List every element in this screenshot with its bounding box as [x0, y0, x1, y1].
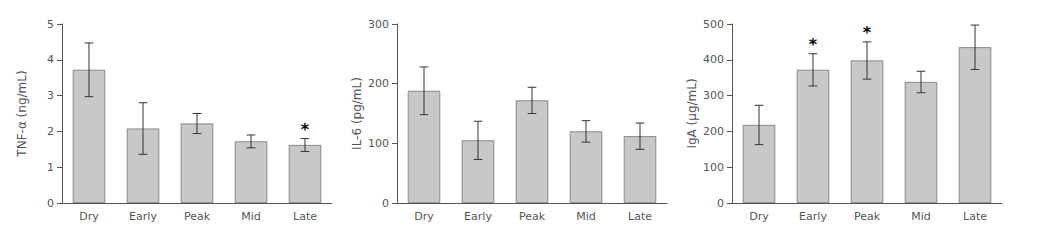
svg-text:Dry: Dry	[79, 210, 99, 223]
svg-text:Peak: Peak	[184, 210, 211, 223]
svg-text:300: 300	[703, 89, 724, 102]
svg-text:Peak: Peak	[519, 210, 546, 223]
svg-text:Mid: Mid	[576, 210, 596, 223]
svg-text:Dry: Dry	[749, 210, 769, 223]
svg-text:Mid: Mid	[241, 210, 261, 223]
svg-text:IgA (μg/mL): IgA (μg/mL)	[685, 78, 699, 148]
svg-text:Dry: Dry	[414, 210, 434, 223]
svg-text:200: 200	[703, 125, 724, 138]
svg-text:2: 2	[47, 125, 54, 138]
svg-text:0: 0	[717, 197, 724, 210]
svg-text:5: 5	[47, 18, 54, 31]
svg-text:*: *	[863, 23, 872, 42]
svg-text:3: 3	[47, 89, 54, 102]
svg-text:IL-6 (pg/mL): IL-6 (pg/mL)	[350, 77, 364, 150]
svg-text:300: 300	[368, 18, 389, 31]
svg-text:Late: Late	[293, 210, 317, 223]
svg-text:*: *	[301, 120, 310, 139]
svg-text:TNF-α (ng/mL): TNF-α (ng/mL)	[15, 70, 29, 157]
svg-text:200: 200	[368, 77, 389, 90]
svg-text:Early: Early	[464, 210, 492, 223]
svg-text:Late: Late	[963, 210, 987, 223]
svg-text:100: 100	[703, 161, 724, 174]
svg-text:Late: Late	[628, 210, 652, 223]
svg-text:Peak: Peak	[854, 210, 881, 223]
svg-text:4: 4	[47, 53, 54, 66]
svg-text:500: 500	[703, 18, 724, 31]
svg-text:*: *	[809, 35, 818, 54]
svg-text:Mid: Mid	[911, 210, 931, 223]
svg-text:Early: Early	[799, 210, 827, 223]
svg-text:0: 0	[382, 197, 389, 210]
svg-text:Early: Early	[129, 210, 157, 223]
svg-text:100: 100	[368, 137, 389, 150]
svg-text:400: 400	[703, 53, 724, 66]
svg-text:0: 0	[47, 197, 54, 210]
svg-text:1: 1	[47, 161, 54, 174]
